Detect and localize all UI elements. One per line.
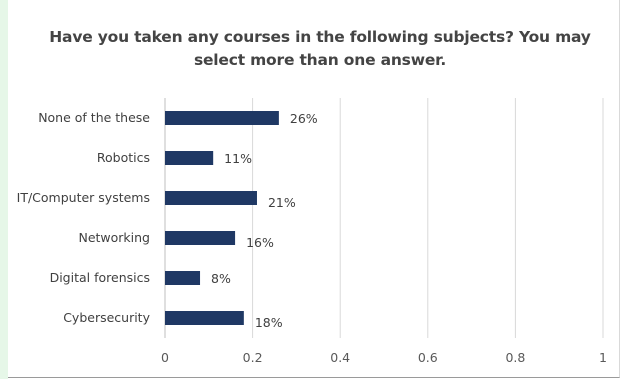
category-label: Networking — [78, 230, 150, 245]
bar — [165, 231, 236, 245]
chart-title: Have you taken any courses in the follow… — [49, 28, 591, 69]
x-tick-label: 0 — [161, 350, 169, 365]
x-tick-label: 0.6 — [418, 350, 438, 365]
data-label: 26% — [290, 111, 318, 126]
category-label: Digital forensics — [50, 270, 150, 285]
category-label: None of the these — [38, 110, 150, 125]
bar — [165, 111, 279, 125]
chart-frame — [8, 0, 620, 378]
x-tick-label: 0.4 — [330, 350, 350, 365]
x-tick-label: 1 — [599, 350, 607, 365]
left-accent-strip — [0, 0, 8, 379]
category-label: Cybersecurity — [63, 310, 150, 325]
data-label: 21% — [268, 195, 296, 210]
bar — [165, 151, 214, 165]
data-label: 8% — [211, 271, 231, 286]
category-label: IT/Computer systems — [17, 190, 150, 205]
data-label: 11% — [224, 151, 252, 166]
bar — [165, 271, 201, 285]
x-tick-label: 0.2 — [243, 350, 263, 365]
x-tick-label: 0.8 — [505, 350, 525, 365]
bar — [165, 191, 257, 205]
category-label: Robotics — [97, 150, 150, 165]
bar — [165, 311, 244, 325]
data-label: 18% — [255, 315, 283, 330]
data-label: 16% — [246, 235, 274, 250]
